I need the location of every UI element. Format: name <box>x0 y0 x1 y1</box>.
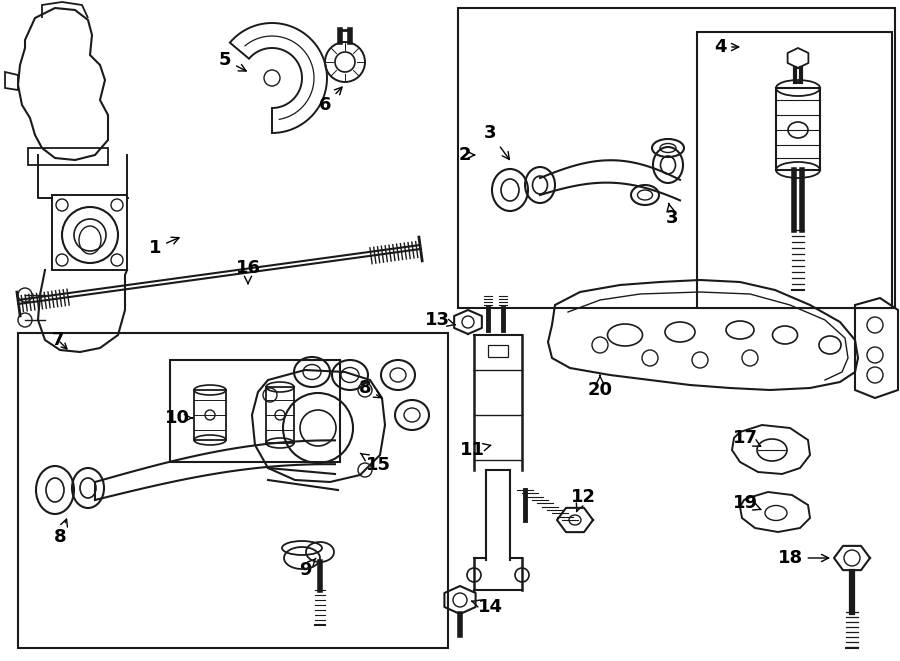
Text: 6: 6 <box>319 87 342 114</box>
Text: 8: 8 <box>54 519 68 546</box>
Text: 14: 14 <box>472 598 502 616</box>
Text: 11: 11 <box>460 441 491 459</box>
Text: 12: 12 <box>571 488 596 512</box>
Text: 4: 4 <box>714 38 739 56</box>
Text: 17: 17 <box>733 429 760 447</box>
Text: 2: 2 <box>459 146 474 164</box>
Text: 19: 19 <box>733 494 760 512</box>
Text: 10: 10 <box>165 409 193 427</box>
Bar <box>52 195 127 270</box>
Text: 3: 3 <box>666 204 679 227</box>
Text: 9: 9 <box>299 559 316 579</box>
Text: 20: 20 <box>588 375 613 399</box>
Text: 1: 1 <box>148 237 179 257</box>
Bar <box>170 360 340 462</box>
Bar <box>697 32 892 308</box>
Text: 18: 18 <box>778 549 829 567</box>
Text: 16: 16 <box>236 259 260 284</box>
Text: 15: 15 <box>360 453 391 474</box>
Text: 7: 7 <box>52 331 64 349</box>
Bar <box>458 8 895 308</box>
Bar <box>488 345 508 357</box>
Text: 13: 13 <box>425 311 455 329</box>
Text: 5: 5 <box>219 51 247 71</box>
Text: 8: 8 <box>359 379 382 398</box>
Text: 3: 3 <box>484 124 509 159</box>
Bar <box>18 333 448 648</box>
